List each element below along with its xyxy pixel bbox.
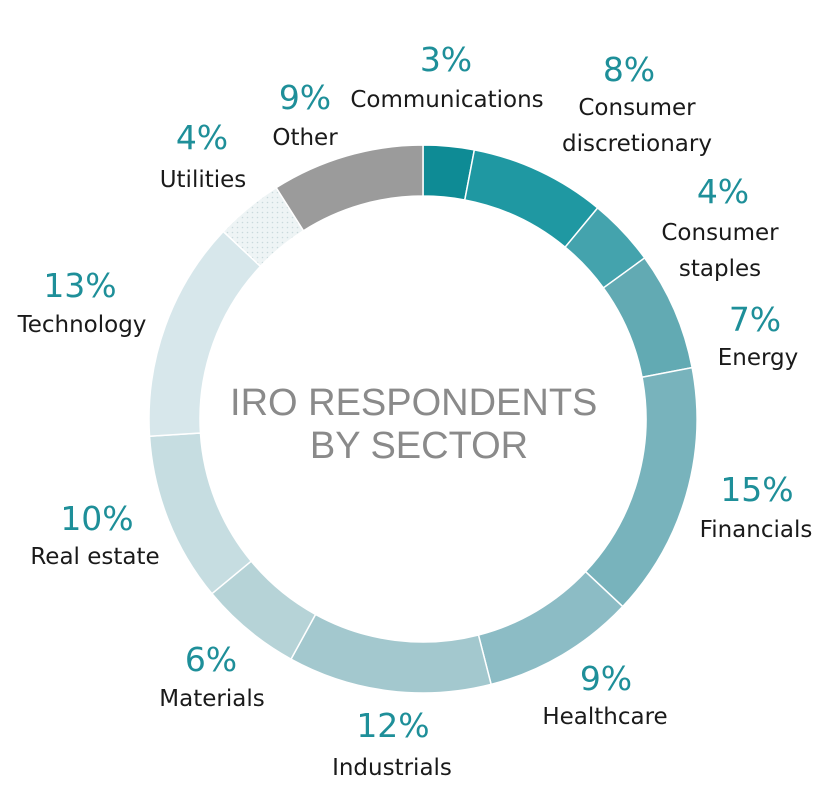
sector-label-utilities: Utilities: [160, 167, 247, 193]
sector-label-consumer-discretionary: Consumer discretionary: [562, 95, 712, 157]
sector-label-consumer-staples: Consumer staples: [661, 220, 779, 282]
sector-label-materials: Materials: [159, 686, 264, 712]
value-label-utilities: 4%: [176, 118, 228, 157]
value-label-materials: 6%: [185, 640, 237, 679]
sector-label-financials: Financials: [700, 517, 813, 543]
value-label-healthcare: 9%: [580, 659, 632, 698]
value-label-real-estate: 10%: [60, 499, 133, 538]
sector-label-real-estate: Real estate: [30, 544, 159, 570]
sector-label-other: Other: [272, 125, 338, 151]
value-label-consumer-staples: 4%: [697, 172, 749, 211]
slice-industrials: [289, 613, 493, 694]
chart-title-line-1: IRO RESPONDENTS: [230, 382, 597, 424]
slice-real-estate: [148, 432, 253, 595]
value-label-industrials: 12%: [356, 706, 429, 745]
slice-other: [275, 144, 424, 232]
sector-label-communications: Communications: [350, 87, 543, 113]
value-label-communications: 3%: [420, 40, 472, 79]
sector-label-healthcare: Healthcare: [542, 704, 667, 730]
sector-label-technology: Technology: [17, 312, 147, 338]
value-label-consumer-discretionary: 8%: [603, 50, 655, 89]
chart-title-line-2: BY SECTOR: [310, 425, 528, 467]
value-label-other: 9%: [279, 78, 331, 117]
chart-title: IRO RESPONDENTS BY SECTOR: [230, 382, 608, 467]
sector-label-industrials: Industrials: [332, 755, 452, 781]
value-label-financials: 15%: [720, 470, 793, 509]
value-label-energy: 7%: [729, 300, 781, 339]
donut-slices: [148, 144, 698, 694]
slice-labels: 3% Communications 8% Consumer discretionary 4…: [17, 40, 813, 781]
sector-label-energy: Energy: [718, 345, 799, 371]
value-label-technology: 13%: [43, 266, 116, 305]
